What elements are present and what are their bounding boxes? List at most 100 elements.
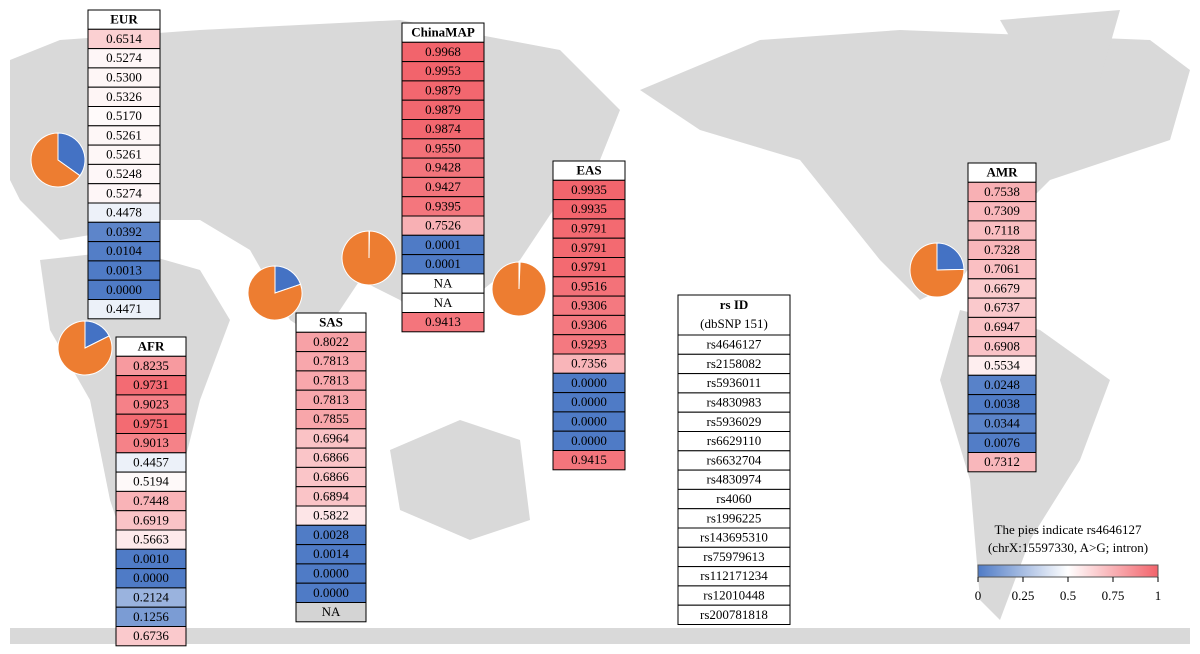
cell-value: 0.0038 xyxy=(984,396,1020,411)
cell-value: 0.0001 xyxy=(425,237,461,252)
rs-id: rs200781818 xyxy=(700,607,768,622)
rs-id: rs2158082 xyxy=(707,356,762,371)
cell-value: 0.0344 xyxy=(984,416,1020,431)
rs-id: rs143695310 xyxy=(700,530,768,545)
table-title: EUR xyxy=(110,12,138,27)
cell-value: 0.5261 xyxy=(106,147,142,162)
cell-value: 0.9935 xyxy=(571,182,607,197)
rs-id: rs12010448 xyxy=(703,588,764,603)
cell-value: 0.9415 xyxy=(571,452,607,467)
cell-value: 0.6679 xyxy=(984,280,1020,295)
cell-value: 0.6964 xyxy=(313,430,349,445)
cell-value: 0.0000 xyxy=(106,282,142,297)
cell-value: 0.8235 xyxy=(133,358,169,373)
pie xyxy=(57,320,113,376)
pie-major-slice xyxy=(491,261,547,317)
legend-tick-label: 0.5 xyxy=(1060,588,1076,603)
pie xyxy=(491,261,547,317)
rs-id: rs4830974 xyxy=(707,472,762,487)
cell-value: 0.9791 xyxy=(571,259,607,274)
cell-value: 0.6866 xyxy=(313,450,349,465)
legend-tick-label: 0.75 xyxy=(1102,588,1125,603)
cell-value: NA xyxy=(434,276,453,291)
australia xyxy=(390,420,530,540)
rs-id: rs4646127 xyxy=(707,337,762,352)
cell-value: 0.7813 xyxy=(313,353,349,368)
rs-id: rs4060 xyxy=(716,491,751,506)
cell-value: 0.9306 xyxy=(571,317,607,332)
table-cell xyxy=(115,626,187,647)
cell-value: 0.7538 xyxy=(984,184,1020,199)
cell-value: 0.0014 xyxy=(313,546,349,561)
cell-value: 0.0000 xyxy=(571,414,607,429)
legend-tick-label: 1 xyxy=(1155,588,1162,603)
cell-value: 0.5326 xyxy=(106,89,142,104)
table-title: EAS xyxy=(576,163,601,178)
cell-value: 0.6919 xyxy=(133,512,169,527)
pie-minor-slice xyxy=(936,242,965,271)
cell-value: 0.5663 xyxy=(133,532,169,547)
cell-value: 0.0028 xyxy=(313,527,349,542)
cell-value: 0.0000 xyxy=(571,433,607,448)
pie xyxy=(909,242,965,298)
rs-cell xyxy=(677,604,791,626)
cell-value: 0.9731 xyxy=(133,377,169,392)
pie xyxy=(341,230,397,286)
legend-title: (chrX:15597330, A>G; intron) xyxy=(988,540,1148,555)
cell-value: 0.9791 xyxy=(571,221,607,236)
cell-value: 0.6514 xyxy=(106,31,142,46)
rs-id: rs112171234 xyxy=(700,568,768,583)
cell-value: 0.5274 xyxy=(106,50,142,65)
cell-value: 0.7813 xyxy=(313,392,349,407)
cell-value: NA xyxy=(322,604,341,619)
cell-value: 0.0248 xyxy=(984,377,1020,392)
cell-value: 0.4471 xyxy=(106,301,142,316)
cell-value: 0.7328 xyxy=(984,242,1020,257)
rs-id: rs75979613 xyxy=(703,549,764,564)
pie-major-slice xyxy=(30,132,81,188)
legend-tick-label: 0.25 xyxy=(1012,588,1035,603)
cell-value: 0.8022 xyxy=(313,334,349,349)
cell-value: 0.9428 xyxy=(425,160,461,175)
table-cell xyxy=(967,452,1037,473)
cell-value: 0.0000 xyxy=(133,570,169,585)
cell-value: 0.5248 xyxy=(106,166,142,181)
cell-value: 0.5534 xyxy=(984,358,1020,373)
cell-value: 0.0013 xyxy=(106,263,142,278)
cell-value: 0.9427 xyxy=(425,179,461,194)
rs-id: rs5936029 xyxy=(707,414,762,429)
cell-value: 0.4478 xyxy=(106,205,142,220)
table-title: AMR xyxy=(986,165,1018,180)
cell-value: 0.7118 xyxy=(984,223,1019,238)
cell-value: 0.5274 xyxy=(106,185,142,200)
cell-value: 0.9879 xyxy=(425,102,461,117)
cell-value: 0.6736 xyxy=(133,628,169,643)
table-cell xyxy=(295,602,367,623)
rs-header: rs ID xyxy=(720,297,749,312)
table-cell xyxy=(401,312,485,333)
cell-value: 0.9968 xyxy=(425,44,461,59)
rs-subheader: (dbSNP 151) xyxy=(700,316,768,331)
cell-value: 0.5261 xyxy=(106,127,142,142)
rs-id: rs6629110 xyxy=(707,433,761,448)
cell-value: 0.6908 xyxy=(984,338,1020,353)
pie-minor-slice xyxy=(57,132,86,177)
cell-value: 0.0010 xyxy=(133,551,169,566)
pie-major-slice xyxy=(909,242,965,298)
cell-value: 0.9751 xyxy=(133,416,169,431)
cell-value: 0.0000 xyxy=(313,566,349,581)
cell-value: 0.9516 xyxy=(571,278,607,293)
cell-value: 0.7061 xyxy=(984,261,1020,276)
cell-value: 0.1256 xyxy=(133,609,169,624)
cell-value: 0.6947 xyxy=(984,319,1020,334)
pie xyxy=(30,132,86,188)
cell-value: 0.7448 xyxy=(133,493,169,508)
cell-value: 0.5170 xyxy=(106,108,142,123)
legend-bar xyxy=(977,564,1159,578)
cell-value: 0.7855 xyxy=(313,411,349,426)
legend-tick-label: 0 xyxy=(975,588,982,603)
table-title: AFR xyxy=(138,339,165,354)
cell-value: 0.7526 xyxy=(425,218,461,233)
rs-id: rs4830983 xyxy=(707,395,762,410)
